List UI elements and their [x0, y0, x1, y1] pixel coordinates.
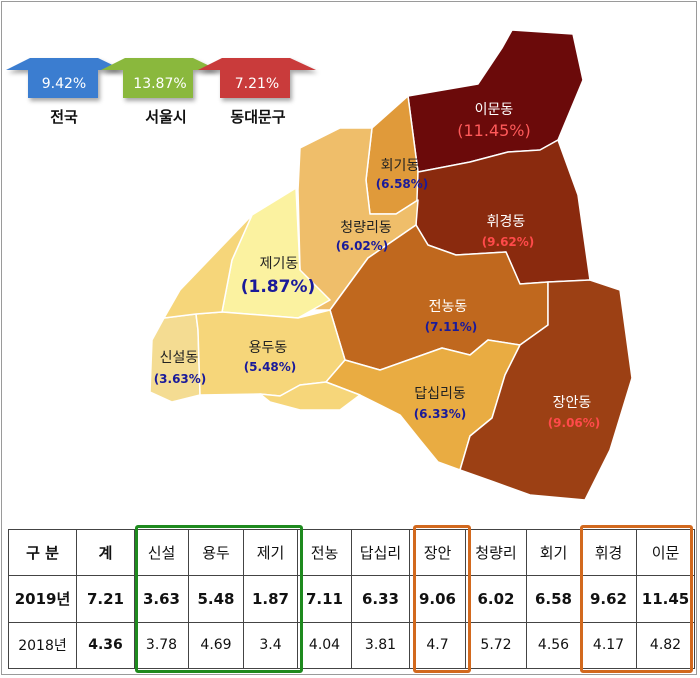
district-pct: (5.48%) — [244, 360, 297, 374]
up-arrow-icon — [6, 58, 123, 98]
table-cell: 4.36 — [76, 621, 135, 670]
table-cell: 5.48 — [188, 575, 244, 623]
region-yongdu-south — [259, 381, 361, 411]
up-arrow-icon — [198, 58, 316, 98]
table-cell: 3.81 — [351, 621, 410, 670]
header-cell: 답십리 — [351, 528, 410, 577]
table-row: 2019년 7.21 3.63 5.48 1.87 7.11 6.33 9.06… — [8, 575, 695, 623]
district-pct: (6.58%) — [376, 177, 429, 191]
table-cell: 6.33 — [351, 575, 410, 623]
label-dapsimni: 답십리동 (6.33%) — [414, 386, 467, 421]
district-pct: (6.02%) — [336, 239, 389, 253]
header-cell: 구 분 — [8, 528, 77, 577]
district-name: 장안동 — [553, 395, 592, 411]
stats-table: 구 분 계 신설 용두 제기 전농 답십리 장안 청량리 회기 휘경 이문 20… — [8, 528, 695, 670]
header-cell: 계 — [76, 528, 135, 577]
header-cell: 청량리 — [465, 528, 527, 577]
district-name: 신설동 — [160, 350, 199, 366]
region-hoegi — [365, 95, 419, 215]
district-name: 용두동 — [249, 340, 288, 356]
label-imun: 이문동 (11.45%) — [457, 102, 531, 140]
table-cell: 9.62 — [580, 575, 637, 623]
district-pct: (1.87%) — [241, 277, 316, 297]
label-cheongnyangni: 청량리동 (6.02%) — [336, 220, 392, 253]
table-row: 2018년 4.36 3.78 4.69 3.4 4.04 3.81 4.7 5… — [8, 621, 695, 670]
table-cell: 4.82 — [636, 621, 695, 670]
label-hoegi: 회기동 (6.58%) — [376, 158, 429, 191]
summary-label: 동대문구 — [230, 108, 285, 126]
summary-seoul: 13.87% 서울시 — [101, 58, 218, 126]
header-cell: 신설 — [134, 528, 189, 577]
label-yongdu: 용두동 (5.48%) — [244, 340, 297, 374]
table-cell: 11.45 — [636, 575, 695, 623]
district-name: 회기동 — [381, 158, 420, 174]
summary-value: 7.21% — [235, 76, 279, 92]
summary-label: 전국 — [50, 108, 78, 126]
district-name: 제기동 — [260, 256, 299, 272]
table-cell: 6.58 — [526, 575, 581, 623]
table-cell: 3.78 — [134, 621, 189, 670]
district-name: 이문동 — [475, 102, 514, 118]
district-pct: (9.06%) — [548, 416, 601, 430]
table-cell: 4.7 — [409, 621, 466, 670]
table-header-row: 구 분 계 신설 용두 제기 전농 답십리 장안 청량리 회기 휘경 이문 — [8, 528, 695, 577]
header-cell: 휘경 — [580, 528, 637, 577]
table-cell: 9.06 — [409, 575, 466, 623]
table-cell: 4.17 — [580, 621, 637, 670]
summary-value: 9.42% — [42, 76, 86, 92]
header-cell: 용두 — [188, 528, 244, 577]
region-jangan — [459, 279, 633, 501]
header-cell: 전농 — [297, 528, 352, 577]
header-cell: 장안 — [409, 528, 466, 577]
up-arrow-icon — [101, 58, 218, 98]
label-hwigyeong: 휘경동 (9.62%) — [482, 214, 535, 249]
summary-dongdaemun: 7.21% 동대문구 — [198, 58, 316, 126]
table-cell: 7.11 — [297, 575, 352, 623]
district-pct: (6.33%) — [414, 407, 467, 421]
table-cell: 6.02 — [465, 575, 527, 623]
table-cell: 5.72 — [465, 621, 527, 670]
label-jegi: 제기동 (1.87%) — [241, 256, 316, 297]
header-cell: 회기 — [526, 528, 581, 577]
map-regions — [149, 29, 633, 501]
table-cell: 4.56 — [526, 621, 581, 670]
label-sinseol: 신설동 (3.63%) — [154, 350, 207, 386]
district-pct: (11.45%) — [457, 121, 531, 140]
summary-nationwide: 9.42% 전국 — [6, 58, 123, 126]
region-yongdu-west — [163, 214, 253, 319]
district-name: 답십리동 — [414, 386, 466, 402]
district-pct: (3.63%) — [154, 372, 207, 386]
summary-label: 서울시 — [145, 108, 186, 126]
table-cell: 7.21 — [76, 575, 135, 623]
label-jeonnong: 전농동 (7.11%) — [425, 299, 478, 334]
district-pct: (9.62%) — [482, 235, 535, 249]
district-name: 전농동 — [429, 299, 468, 315]
header-cell: 제기 — [243, 528, 298, 577]
district-pct: (7.11%) — [425, 320, 478, 334]
district-name: 휘경동 — [487, 214, 526, 230]
row-label: 2018년 — [8, 621, 77, 670]
table-cell: 4.04 — [297, 621, 352, 670]
table-cell: 3.63 — [134, 575, 189, 623]
summary-value: 13.87% — [133, 76, 186, 92]
district-name: 청량리동 — [340, 220, 392, 236]
table-cell: 4.69 — [188, 621, 244, 670]
table-cell: 3.4 — [243, 621, 298, 670]
district-map: 9.42% 전국 13.87% 서울시 7.21% 동대문구 이문동 (11.4… — [6, 29, 633, 501]
row-label: 2019년 — [8, 575, 77, 623]
header-cell: 이문 — [636, 528, 695, 577]
label-jangan: 장안동 (9.06%) — [548, 395, 601, 430]
table-cell: 1.87 — [243, 575, 298, 623]
